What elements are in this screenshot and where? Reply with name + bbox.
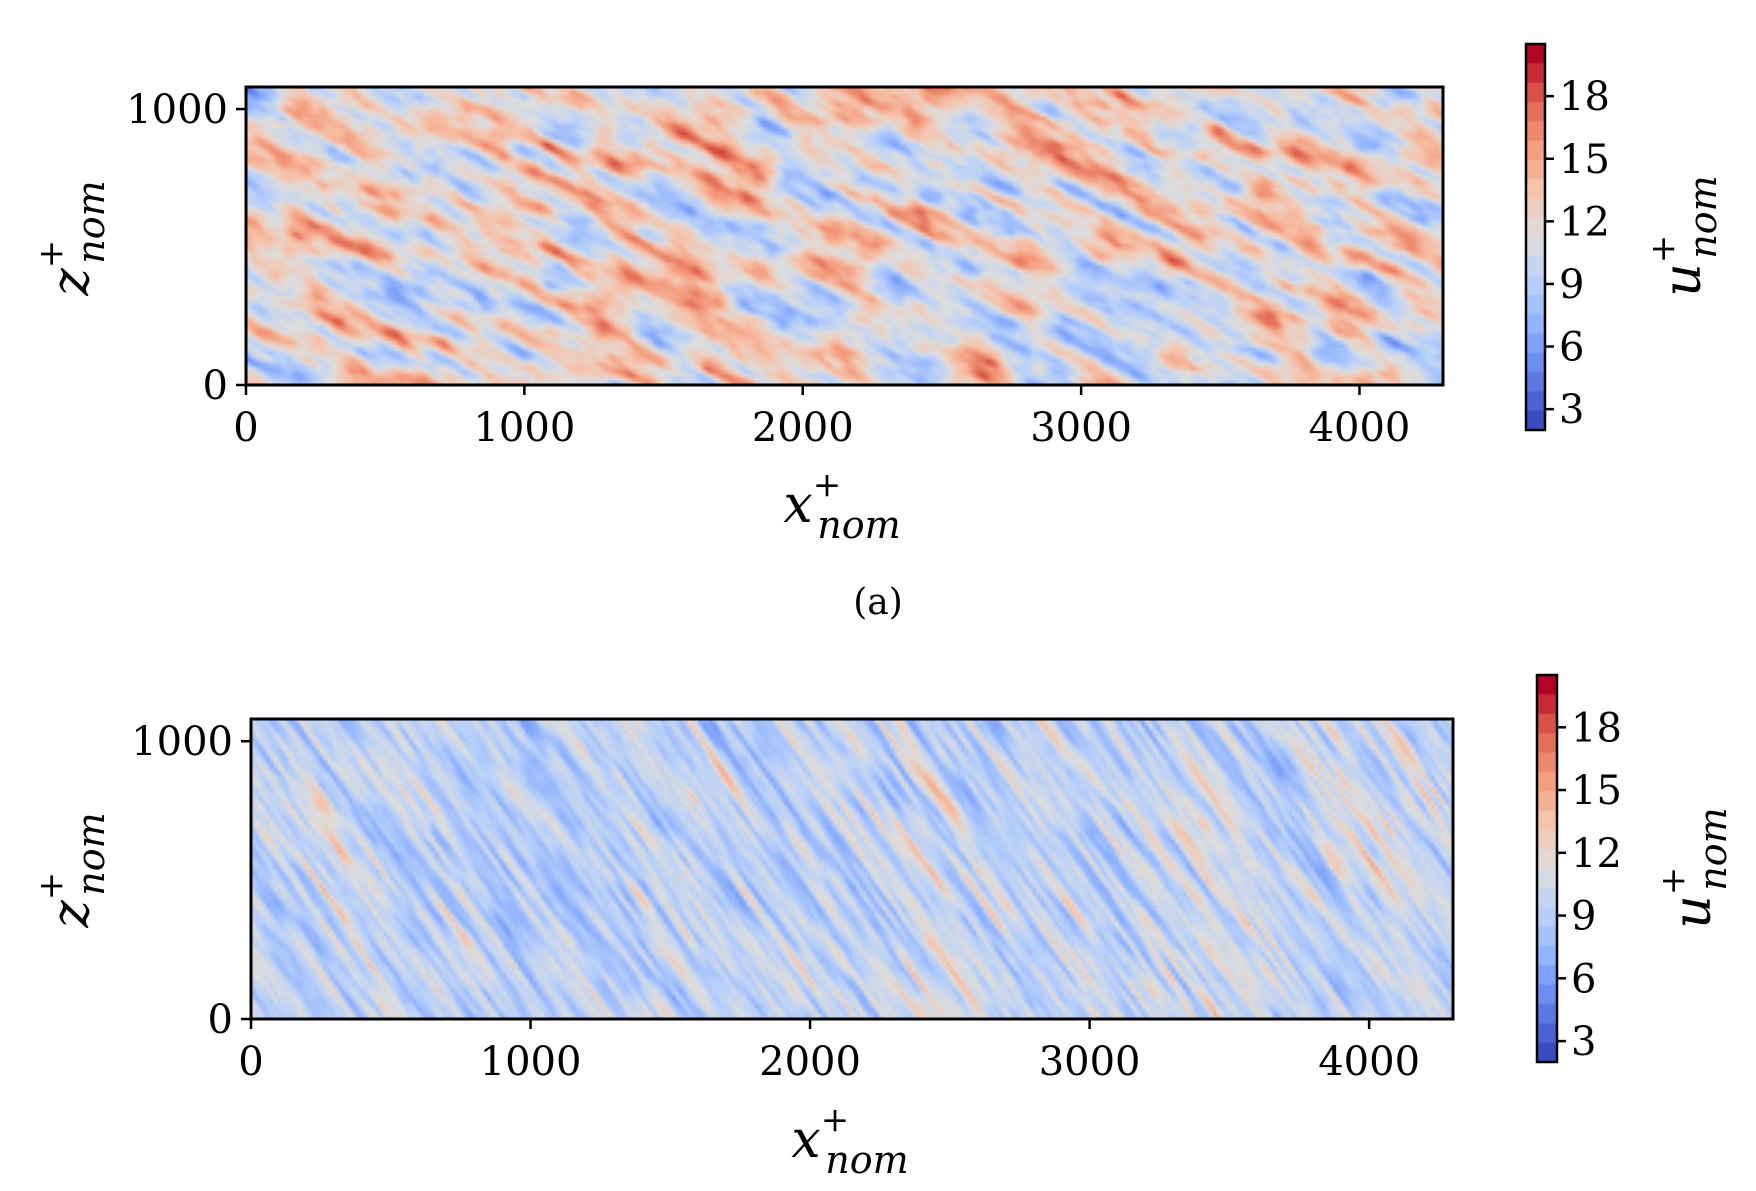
colorbar-tick-label-a: 9 xyxy=(1559,262,1584,308)
x-tick-label-a: 1000 xyxy=(473,405,575,451)
x-tick-label-a: 3000 xyxy=(1030,405,1132,451)
colorbar-tick-label-b: 18 xyxy=(1571,705,1622,751)
colorbar-tick-label-b: 9 xyxy=(1571,894,1596,940)
cbar-label-sup-a: + xyxy=(1643,235,1683,264)
x-tick-label-b: 1000 xyxy=(480,1039,582,1085)
y-axis-label-a: z+nom xyxy=(31,180,113,296)
heatmap-a xyxy=(246,87,1443,385)
colorbar-tick-label-a: 18 xyxy=(1559,74,1610,120)
x-tick-label-a: 4000 xyxy=(1309,405,1411,451)
heatmap-b xyxy=(251,719,1453,1019)
x-tick-label-b: 2000 xyxy=(759,1039,861,1085)
x-label-sup-a: + xyxy=(813,465,842,505)
y-ticks-b: 0 1000 xyxy=(131,719,251,1043)
colorbar-frame-a xyxy=(1524,42,1547,432)
y-label-sub-a: nom xyxy=(69,180,113,263)
cbar-label-sup-b: + xyxy=(1653,867,1693,896)
colorbar-tick-label-b: 3 xyxy=(1571,1019,1596,1065)
x-tick-label-a: 0 xyxy=(233,405,258,451)
colorbar-tick-label-a: 12 xyxy=(1559,199,1610,245)
colorbar-label-b: u+nom xyxy=(1653,807,1735,928)
x-label-base-a: x xyxy=(783,475,812,535)
x-axis-label-a: x+ nom xyxy=(783,465,900,547)
x-label-sub-b: nom xyxy=(825,1138,908,1182)
y-label-sub-b: nom xyxy=(69,812,113,895)
panel-caption-a: (a) xyxy=(853,582,903,623)
cbar-label-base-b: u xyxy=(1663,895,1723,929)
y-tick-label-b: 0 xyxy=(208,997,233,1043)
y-label-sup-b: + xyxy=(31,872,71,901)
cbar-label-base-a: u xyxy=(1653,263,1713,297)
colorbar-tick-label-a: 6 xyxy=(1559,325,1584,371)
y-label-base-a: z xyxy=(41,268,101,297)
colorbar-frame-b xyxy=(1535,673,1559,1064)
x-ticks-b: 0 1000 2000 3000 4000 xyxy=(238,1019,1420,1085)
y-ticks-a: 0 1000 xyxy=(126,87,246,409)
y-label-base-b: z xyxy=(41,900,101,929)
colorbar-tick-label-b: 6 xyxy=(1571,956,1596,1002)
colorbar-tick-label-b: 15 xyxy=(1571,768,1622,814)
x-label-sup-b: + xyxy=(821,1100,850,1140)
x-tick-label-a: 2000 xyxy=(752,405,854,451)
plot-frame-b xyxy=(249,717,1455,1021)
colorbar-label-a: u+nom xyxy=(1643,175,1725,296)
x-tick-label-b: 3000 xyxy=(1039,1039,1141,1085)
y-tick-label-a: 1000 xyxy=(126,87,228,133)
colorbar-tick-label-a: 3 xyxy=(1559,387,1584,433)
colorbar-ticks-a: 3 6 9 12 15 18 xyxy=(1545,74,1610,433)
colorbar-tick-label-a: 15 xyxy=(1559,137,1610,183)
y-axis-label-b: z+nom xyxy=(31,812,113,928)
colorbar-b xyxy=(1537,675,1557,1062)
colorbar-tick-label-b: 12 xyxy=(1571,831,1622,877)
y-tick-label-a: 0 xyxy=(203,363,228,409)
x-label-sub-a: nom xyxy=(817,503,900,547)
x-axis-label-b: x+ nom xyxy=(791,1100,908,1182)
x-tick-label-b: 0 xyxy=(238,1039,263,1085)
cbar-label-sub-a: nom xyxy=(1681,175,1725,258)
x-ticks-a: 0 1000 2000 3000 4000 xyxy=(233,385,1410,451)
colorbar-ticks-b: 3 6 9 12 15 18 xyxy=(1557,705,1622,1065)
colorbar-a xyxy=(1526,44,1545,430)
x-tick-label-b: 4000 xyxy=(1318,1039,1420,1085)
plot-frame-a xyxy=(244,85,1445,387)
y-tick-label-b: 1000 xyxy=(131,719,233,765)
y-label-sup-a: + xyxy=(31,240,71,269)
x-label-base-b: x xyxy=(791,1110,820,1170)
cbar-label-sub-b: nom xyxy=(1691,807,1735,890)
